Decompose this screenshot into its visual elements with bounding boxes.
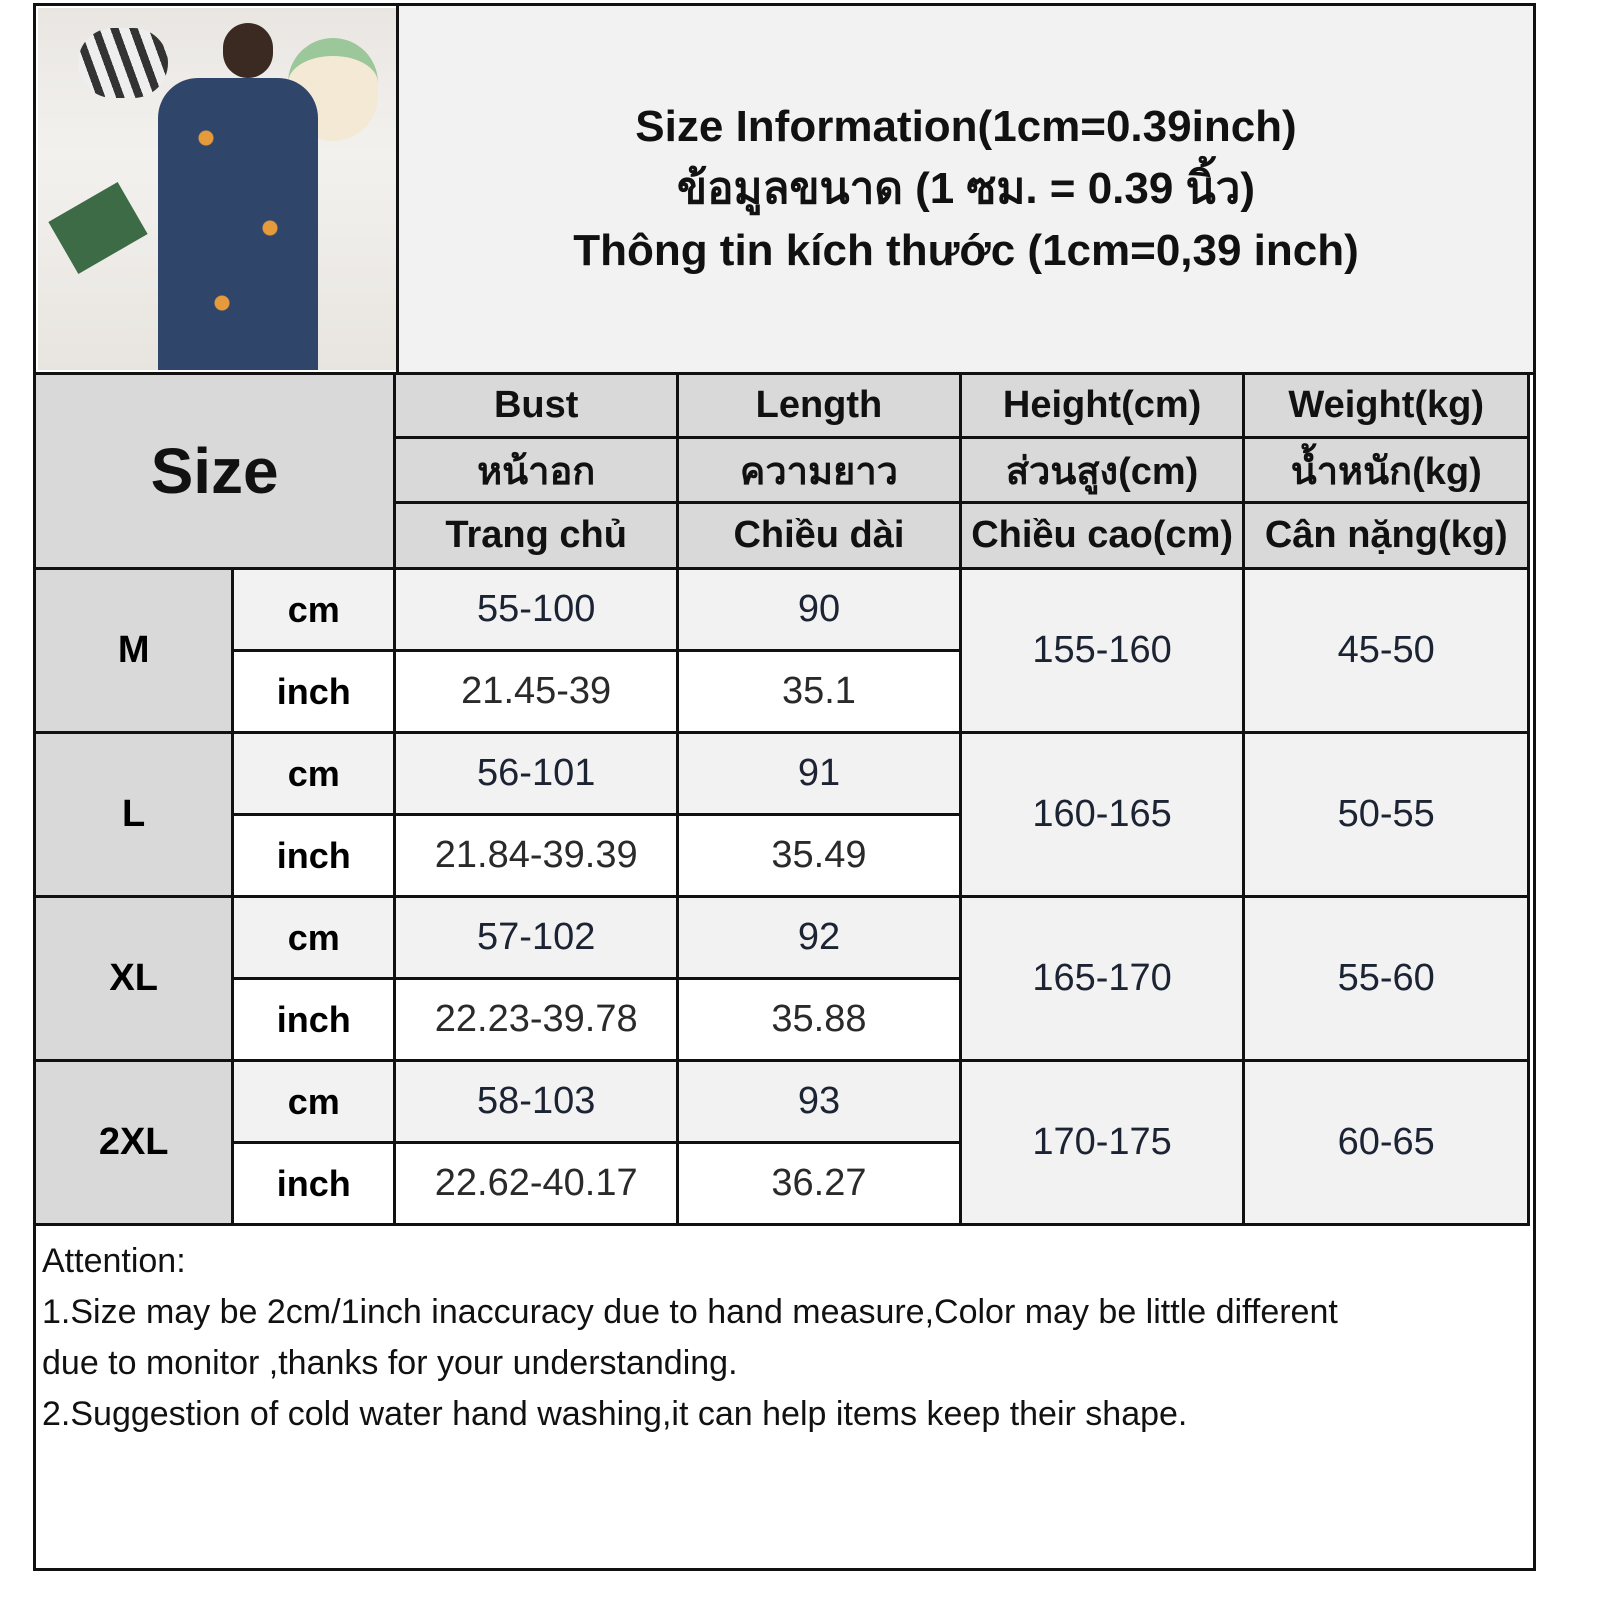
product-photo (38, 8, 396, 370)
length-cm: 93 (676, 1059, 962, 1144)
unit-inch: inch (231, 813, 397, 898)
unit-cm: cm (231, 567, 397, 652)
height-header-th: ส่วนสูง(cm) (958, 436, 1246, 504)
size-label: L (32, 731, 235, 898)
bust-header-th: หน้าอก (393, 436, 680, 504)
height-range: 160-165 (958, 731, 1246, 898)
unit-cm: cm (231, 731, 397, 816)
title-th: ข้อมูลขนาด (1 ซม. = 0.39 นิ้ว) (676, 164, 1255, 213)
height-header-en: Height(cm) (958, 372, 1246, 439)
size-table: Size Bust Length Height(cm) Weight(kg) ห… (32, 372, 1530, 1226)
height-range: 165-170 (958, 895, 1246, 1062)
bust-inch: 21.45-39 (393, 649, 680, 734)
size-label: 2XL (32, 1059, 235, 1226)
bust-inch: 22.23-39.78 (393, 977, 680, 1062)
attention-notes: Attention: 1.Size may be 2cm/1inch inacc… (42, 1236, 1522, 1440)
table-row: inch 21.45-39 35.1 (35, 649, 1529, 734)
bust-header-vi: Trang chủ (393, 501, 680, 570)
bust-cm: 55-100 (393, 567, 680, 652)
length-cm: 91 (676, 731, 962, 816)
table-row: inch 21.84-39.39 35.49 (35, 813, 1529, 898)
height-range: 170-175 (958, 1059, 1246, 1226)
height-header-vi: Chiều cao(cm) (958, 501, 1246, 570)
size-chart: Size Information(1cm=0.39inch) ข้อมูลขนา… (32, 3, 1536, 1571)
unit-inch: inch (231, 977, 397, 1062)
bust-cm: 56-101 (393, 731, 680, 816)
table-row: inch 22.23-39.78 35.88 (35, 977, 1529, 1062)
weight-header-en: Weight(kg) (1242, 372, 1530, 439)
length-header-th: ความยาว (676, 436, 962, 504)
divider (396, 6, 399, 372)
unit-cm: cm (231, 1059, 397, 1144)
height-range: 155-160 (958, 567, 1246, 734)
weight-range: 45-50 (1242, 567, 1530, 734)
length-inch: 36.27 (676, 1141, 962, 1226)
attention-line: 1.Size may be 2cm/1inch inaccuracy due t… (42, 1293, 1338, 1331)
attention-line: 2.Suggestion of cold water hand washing,… (42, 1395, 1188, 1433)
table-row: 2XL cm 58-103 93 170-175 60-65 (32, 1059, 1530, 1226)
title-vi: Thông tin kích thước (1cm=0,39 inch) (573, 226, 1359, 275)
unit-inch: inch (231, 1141, 397, 1226)
length-header-en: Length (676, 372, 962, 439)
bust-inch: 21.84-39.39 (393, 813, 680, 898)
title-en: Size Information(1cm=0.39inch) (635, 102, 1297, 151)
length-inch: 35.49 (676, 813, 962, 898)
length-inch: 35.1 (676, 649, 962, 734)
length-header-vi: Chiều dài (676, 501, 962, 570)
weight-header-th: น้ำหนัก(kg) (1242, 436, 1530, 504)
size-header: Size (32, 372, 397, 570)
length-cm: 92 (676, 895, 962, 980)
bust-header-en: Bust (393, 372, 680, 439)
unit-cm: cm (231, 895, 397, 980)
header-area: Size Information(1cm=0.39inch) ข้อมูลขนา… (36, 6, 1533, 375)
bust-inch: 22.62-40.17 (393, 1141, 680, 1226)
unit-inch: inch (231, 649, 397, 734)
table-row: L cm 56-101 91 160-165 50-55 (32, 731, 1530, 898)
title: Size Information(1cm=0.39inch) ข้อมูลขนา… (399, 6, 1533, 372)
weight-range: 55-60 (1242, 895, 1530, 1062)
size-label: M (32, 567, 235, 734)
attention-heading: Attention: (42, 1242, 186, 1280)
length-inch: 35.88 (676, 977, 962, 1062)
bust-cm: 57-102 (393, 895, 680, 980)
table-row: XL cm 57-102 92 165-170 55-60 (32, 895, 1530, 1062)
weight-range: 60-65 (1242, 1059, 1530, 1226)
weight-range: 50-55 (1242, 731, 1530, 898)
size-label: XL (32, 895, 235, 1062)
attention-line: due to monitor ,thanks for your understa… (42, 1344, 738, 1382)
table-row: M cm 55-100 90 155-160 45-50 (32, 567, 1530, 734)
length-cm: 90 (676, 567, 962, 652)
weight-header-vi: Cân nặng(kg) (1242, 501, 1530, 570)
table-row: inch 22.62-40.17 36.27 (35, 1141, 1529, 1226)
bust-cm: 58-103 (393, 1059, 680, 1144)
